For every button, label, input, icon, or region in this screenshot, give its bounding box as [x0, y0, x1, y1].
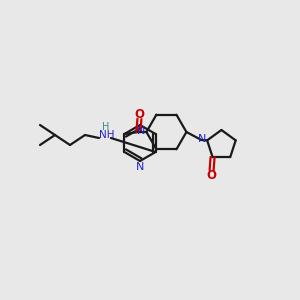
Text: H: H	[102, 122, 110, 132]
Text: O: O	[207, 169, 217, 182]
Text: O: O	[134, 107, 144, 121]
Text: N: N	[136, 162, 144, 172]
Text: NH: NH	[99, 130, 115, 140]
Text: N: N	[137, 126, 146, 136]
Text: N: N	[198, 134, 206, 144]
